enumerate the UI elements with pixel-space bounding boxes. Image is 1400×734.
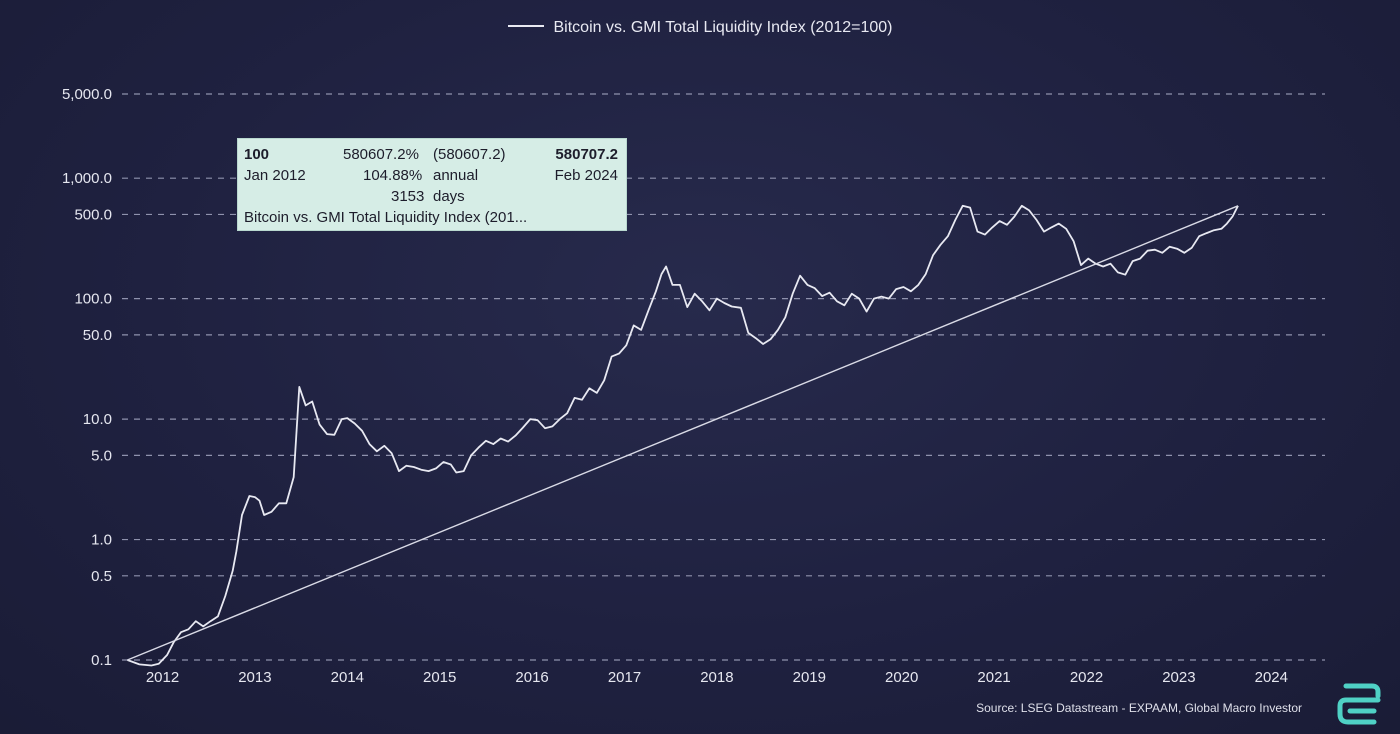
x-tick-label: 2012: [146, 669, 179, 686]
x-tick-label: 2013: [238, 669, 271, 686]
y-tick-label: 0.5: [91, 568, 112, 585]
y-tick-label: 50.0: [83, 327, 112, 344]
x-tick-label: 2020: [885, 669, 918, 686]
legend[interactable]: Bitcoin vs. GMI Total Liquidity Index (2…: [0, 19, 1400, 37]
tooltip-change-abs: (580607.2): [433, 146, 506, 163]
x-tick-label: 2018: [700, 669, 733, 686]
legend-label: Bitcoin vs. GMI Total Liquidity Index (2…: [553, 19, 893, 36]
x-tick-label: 2015: [423, 669, 456, 686]
tooltip-end-value: 580707.2: [555, 146, 618, 163]
y-tick-label: 0.1: [91, 652, 112, 669]
tooltip-start-date: Jan 2012: [244, 167, 306, 184]
tooltip-days: 3153: [391, 188, 425, 205]
series-line-bitcoin-vs-liquidity: [127, 204, 1239, 667]
x-tick-label: 2022: [1070, 669, 1103, 686]
tooltip-days-label: days: [433, 188, 465, 205]
tooltip-annual: 104.88%: [363, 167, 423, 184]
x-tick-label: 2016: [515, 669, 548, 686]
x-tick-label: 2014: [331, 669, 364, 686]
x-axis-tick-labels: 2012 2013 2014 2015 2016 2017 2018 2019 2020 2021…: [146, 669, 1288, 686]
legend-swatch: [507, 24, 544, 27]
x-tick-label: 2017: [608, 669, 641, 686]
tooltip-change: 580607.2%: [343, 146, 419, 163]
y-tick-label: 1.0: [91, 532, 112, 549]
y-axis-tick-labels: 5,000.0 1,000.0 500.0 100.0 50.0 10.0 5.0 1.0 0.…: [62, 86, 112, 669]
tooltip-series-label: Bitcoin vs. GMI Total Liquidity Index (2…: [244, 209, 528, 226]
tooltip-annual-label: annual: [433, 167, 479, 184]
y-tick-label: 500.0: [74, 206, 112, 223]
x-tick-label: 2024: [1255, 669, 1288, 686]
y-tick-label: 1,000.0: [62, 170, 112, 187]
series-group: [127, 204, 1239, 667]
data-tooltip: 100 580607.2% (580607.2) 580707.2 Jan 20…: [237, 138, 627, 231]
tooltip-start-value: 100: [244, 146, 270, 163]
y-tick-label: 10.0: [83, 411, 112, 428]
y-tick-label: 100.0: [74, 291, 112, 308]
x-tick-label: 2021: [977, 669, 1010, 686]
trend-line: [127, 205, 1239, 661]
x-tick-label: 2019: [793, 669, 826, 686]
y-tick-label: 5,000.0: [62, 86, 112, 103]
grid-lines: [122, 93, 1325, 661]
x-tick-label: 2023: [1162, 669, 1195, 686]
y-tick-label: 5.0: [91, 447, 112, 464]
source-note: Source: LSEG Datastream - EXPAAM, Global…: [976, 701, 1302, 715]
tooltip-end-date: Feb 2024: [554, 167, 618, 184]
brand-logo-icon: [1337, 683, 1381, 725]
